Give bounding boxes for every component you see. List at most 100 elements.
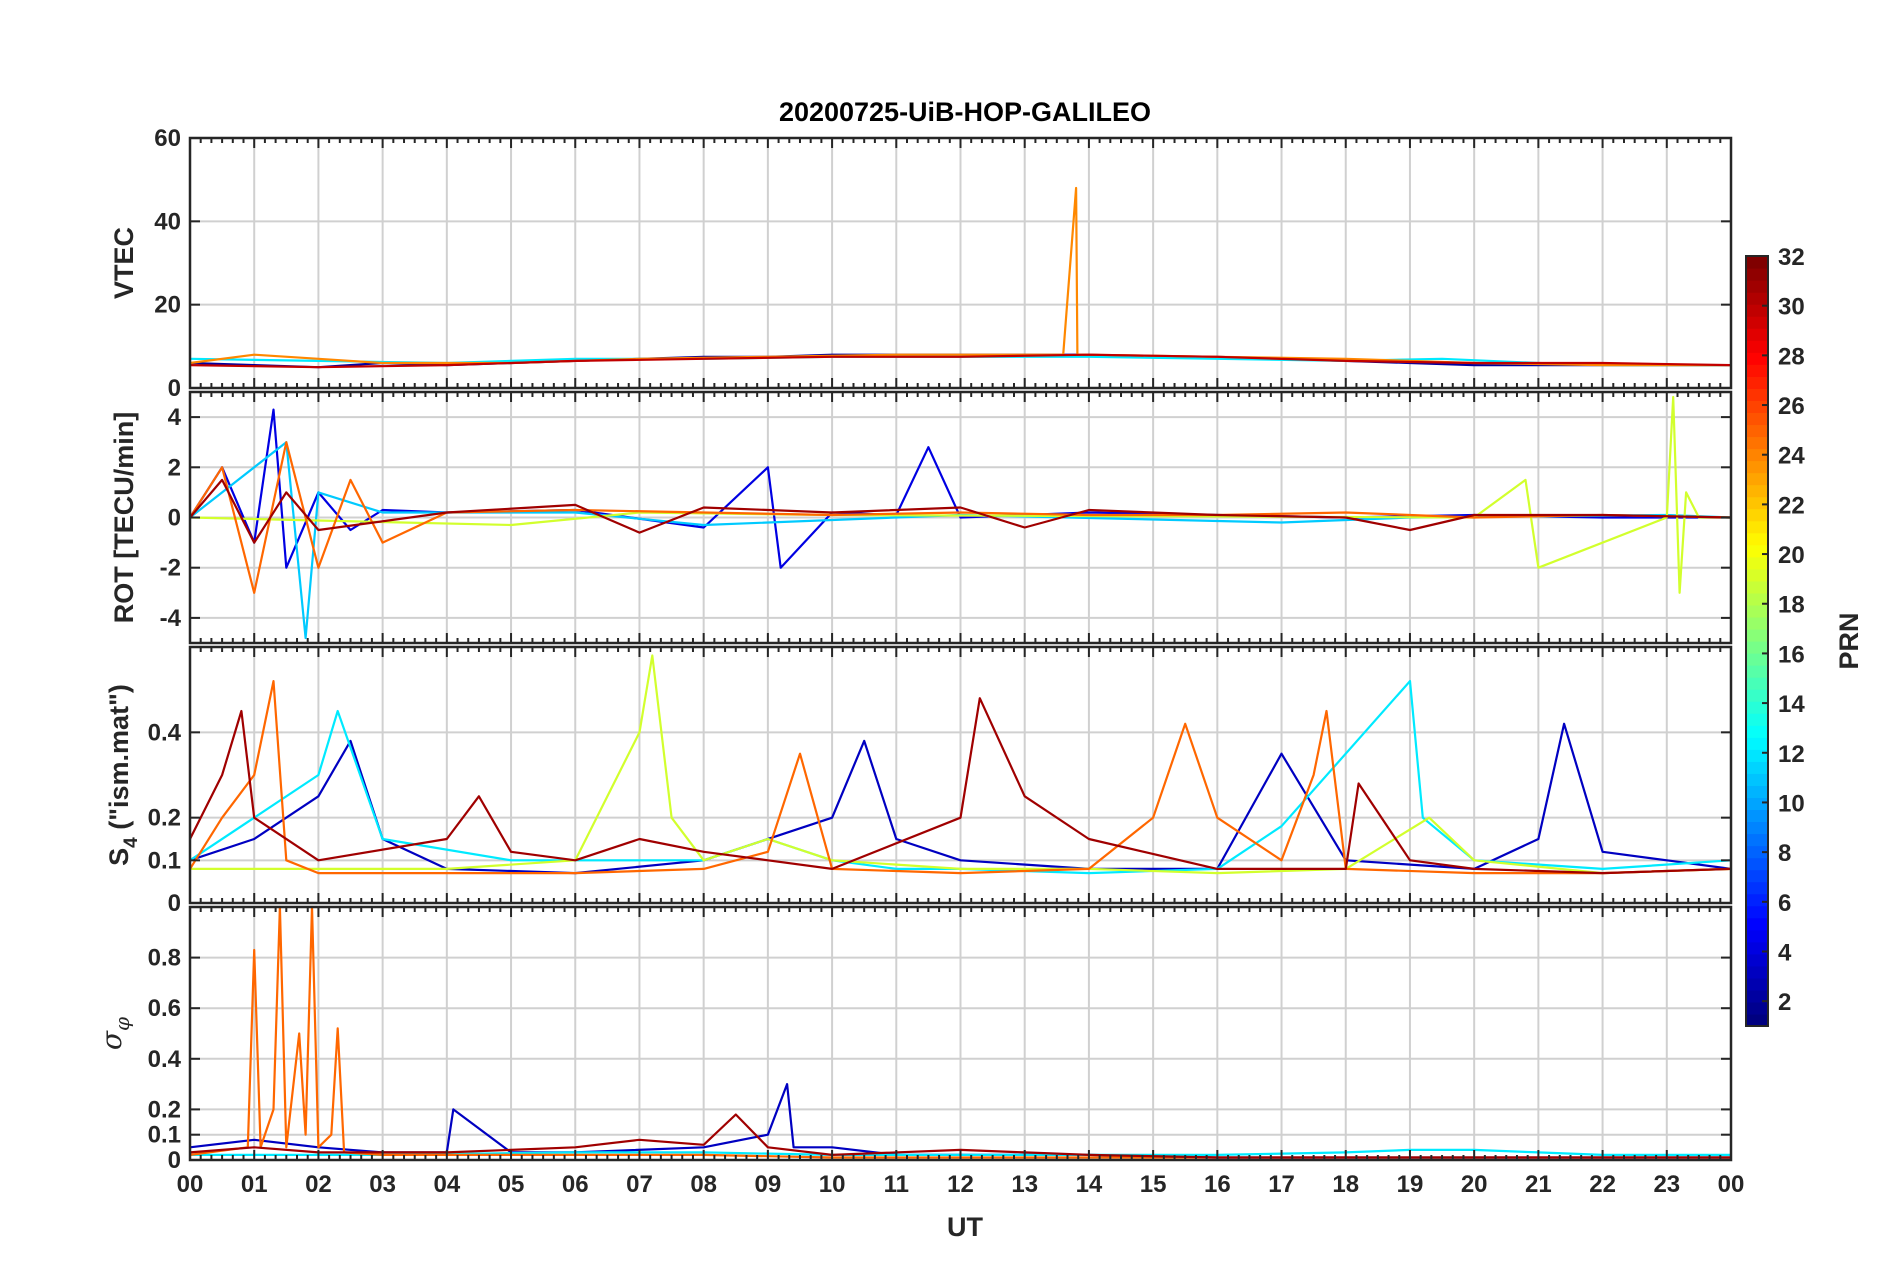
y-tick-label: 0.2 — [148, 805, 181, 832]
colorbar-segment — [1746, 713, 1768, 726]
colorbar-segment — [1746, 352, 1768, 365]
x-tick-label: 13 — [1011, 1171, 1038, 1198]
colorbar-segment — [1746, 677, 1768, 690]
x-tick-label: 20 — [1461, 1171, 1488, 1198]
colorbar-segment — [1746, 448, 1768, 462]
colorbar-segment — [1746, 376, 1768, 389]
x-tick-label: 23 — [1653, 1171, 1680, 1198]
series-prn-25 — [189, 680, 1732, 875]
y-tick-label: 0 — [168, 375, 181, 402]
panel-frame — [188, 905, 1733, 1162]
colorbar-segment — [1746, 592, 1768, 606]
y-tick-label: 4 — [168, 404, 182, 431]
colorbar-segment — [1746, 520, 1768, 534]
colorbar-segment — [1746, 280, 1768, 293]
series-prn-25 — [189, 441, 1732, 594]
colorbar-segment — [1746, 737, 1768, 750]
colorbar-segment — [1746, 809, 1768, 823]
y-tick-label: 0.8 — [148, 945, 181, 972]
colorbar-segment — [1746, 929, 1768, 943]
x-tick-label: 00 — [1718, 1171, 1745, 1198]
x-tick-labels: 00 01 02 03 04 05 06 07 08 09 10 11 12 13 14 15 16 17 18 19… — [177, 1171, 1745, 1198]
colorbar-segment — [1746, 893, 1768, 907]
colorbar-segment — [1746, 749, 1768, 762]
y-tick-label: 20 — [154, 292, 181, 319]
y-axis-label: σφ — [95, 1017, 134, 1050]
x-tick-label: 12 — [947, 1171, 974, 1198]
x-tick-label: 02 — [305, 1171, 332, 1198]
colorbar-segment — [1746, 388, 1768, 401]
x-tick-label: 22 — [1589, 1171, 1616, 1198]
y-tick-label: 0.6 — [148, 995, 181, 1022]
x-tick-label: 04 — [433, 1171, 460, 1198]
y-tick-label: 0.1 — [148, 1122, 181, 1149]
colorbar-segment — [1746, 773, 1768, 786]
x-tick-label: 01 — [241, 1171, 268, 1198]
y-tick-label: 2 — [168, 454, 181, 481]
colorbar-segment — [1746, 701, 1768, 714]
colorbar-segment — [1746, 953, 1768, 967]
y-tick-label: 0.4 — [148, 719, 182, 746]
panel-frame — [188, 390, 1733, 645]
x-tick-label: 16 — [1204, 1171, 1231, 1198]
x-tick-label: 09 — [755, 1171, 782, 1198]
panel-rot: -4 -2 0 2 4 ROT [TECU/min] — [109, 390, 1733, 645]
colorbar-tick-label: 4 — [1778, 939, 1792, 966]
colorbar-frame — [1745, 255, 1769, 1027]
colorbar-tick-label: 32 — [1778, 244, 1805, 271]
series-prn-30 — [189, 353, 1732, 369]
y-tick-label: 0.1 — [148, 847, 181, 874]
colorbar-segment — [1746, 460, 1768, 474]
series-prn-31 — [189, 478, 1732, 544]
colorbar-segment — [1746, 845, 1768, 859]
x-tick-label: 18 — [1332, 1171, 1359, 1198]
colorbar-segment — [1746, 628, 1768, 642]
series-prn-12 — [189, 680, 1732, 875]
colorbar-segment — [1746, 424, 1768, 438]
colorbar-segment — [1746, 604, 1768, 618]
colorbar-segment — [1746, 412, 1768, 426]
colorbar-segment — [1746, 869, 1768, 883]
x-tick-label: 03 — [369, 1171, 396, 1198]
colorbar-segment — [1746, 364, 1768, 377]
colorbar-tick-label: 2 — [1778, 989, 1791, 1016]
colorbar-tick-label: 24 — [1778, 443, 1805, 470]
x-tick-label: 08 — [690, 1171, 717, 1198]
colorbar-segment — [1746, 256, 1768, 269]
panel-frame — [188, 136, 1733, 390]
colorbar-segment — [1746, 292, 1768, 305]
y-tick-label: 0.2 — [148, 1096, 181, 1123]
colorbar-tick-label: 30 — [1778, 294, 1805, 321]
colorbar-segment — [1746, 977, 1768, 991]
y-tick-label: 0 — [168, 890, 181, 917]
y-axis-label: VTEC — [109, 227, 139, 299]
y-tick-label: 0.4 — [148, 1046, 182, 1073]
colorbar-segment — [1746, 472, 1768, 486]
colorbar-segment — [1746, 568, 1768, 582]
panel-vtec: 0 20 40 60 VTEC — [109, 125, 1733, 402]
colorbar-segment — [1746, 641, 1768, 654]
colorbar-segment — [1746, 616, 1768, 630]
x-tick-label: 15 — [1140, 1171, 1167, 1198]
x-axis-label: UT — [947, 1212, 983, 1242]
colorbar-segment — [1746, 857, 1768, 871]
colorbar-segment — [1746, 484, 1768, 498]
x-tick-label: 21 — [1525, 1171, 1552, 1198]
colorbar-segment — [1746, 304, 1768, 317]
panel-frame — [188, 645, 1733, 905]
colorbar-segment — [1746, 941, 1768, 955]
colorbar-segment — [1746, 496, 1768, 510]
colorbar-segment — [1746, 905, 1768, 919]
y-axis-label: S4 ("ism.mat") — [104, 684, 142, 866]
colorbar-segment — [1746, 917, 1768, 931]
colorbar-tick-label: 26 — [1778, 393, 1805, 420]
panel-s4: 0 0.1 0.2 0.4S4 ("ism.mat") — [104, 645, 1733, 917]
colorbar-label: PRN — [1834, 612, 1864, 669]
colorbar-segment — [1746, 268, 1768, 281]
x-tick-label: 00 — [177, 1171, 204, 1198]
colorbar-segment — [1746, 532, 1768, 546]
panel-sigma: 00.10.2 0.4 0.6 0.8 σφ — [95, 905, 1733, 1174]
